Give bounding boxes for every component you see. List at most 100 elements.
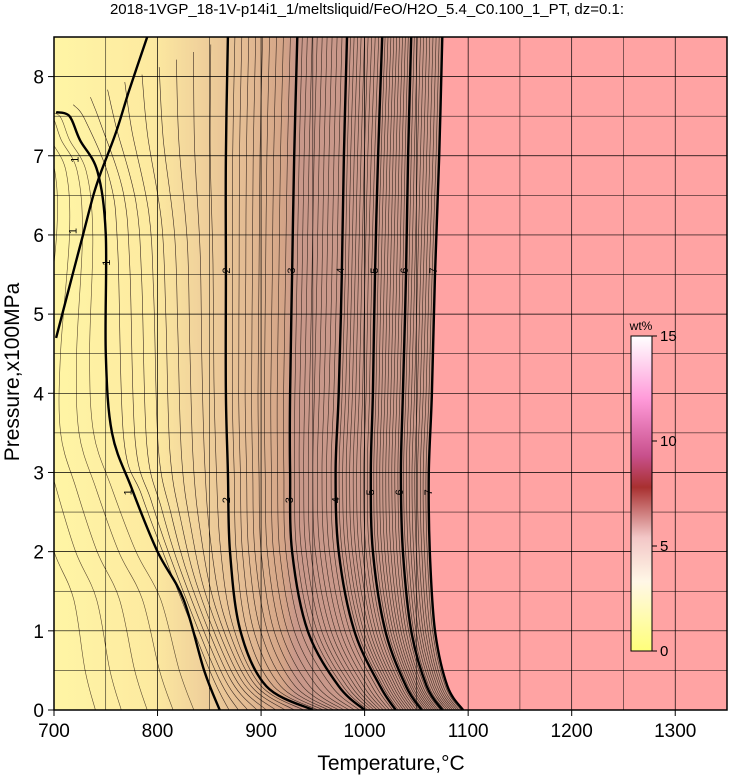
contour-label-text: 5 — [369, 268, 381, 274]
contour-label-text: 1 — [70, 157, 82, 163]
x-tick-label: 1100 — [448, 721, 489, 742]
minor-contour-line — [176, 59, 286, 710]
minor-contour-line — [411, 37, 451, 710]
contour-label: 3 — [284, 497, 296, 503]
contour-level-1 — [55, 111, 221, 710]
contour-label-text: 3 — [284, 497, 296, 503]
minor-contour-line — [326, 37, 390, 710]
contour-labels: 1 1 1 1 2 2 3 3 4 4 5 5 6 6 7 7 — [68, 157, 440, 504]
contour-label: 3 — [286, 268, 298, 274]
chart-title: 2018-1VGP_18-1V-p14i1_1/meltsliquid/FeO/… — [110, 1, 624, 18]
minor-contour-line — [231, 37, 319, 710]
contour-label: 1 — [68, 228, 80, 234]
y-axis-label: Pressure,x100MPa — [1, 282, 24, 461]
contour-label-text: 6 — [399, 268, 411, 274]
minor-contour-line — [356, 37, 412, 710]
y-tick-label: 4 — [33, 384, 44, 405]
minor-contour-line — [107, 89, 248, 710]
x-tick-label: 1200 — [551, 721, 593, 742]
minor-contour-line — [294, 37, 368, 710]
minor-contour-line — [373, 37, 424, 710]
contour-level-7 — [427, 37, 465, 710]
contour-label-text: 1 — [68, 228, 80, 234]
minor-contour-line — [345, 37, 404, 710]
minor-contour-line — [363, 37, 417, 710]
minor-contour-line — [425, 37, 462, 710]
contour-label-text: 3 — [286, 268, 298, 274]
concentration-field — [54, 37, 463, 710]
major-contours — [54, 37, 465, 710]
colorbar-tick-label: 10 — [660, 433, 677, 450]
contour-label: 2 — [221, 497, 233, 503]
contour-label: 7 — [423, 489, 435, 495]
minor-contour-line — [385, 37, 433, 710]
colorbar-ticks: 0 5 10 15 — [652, 328, 677, 660]
minor-contour-line — [270, 37, 350, 710]
minor-contour-line — [359, 37, 415, 710]
y-tick-label: 7 — [33, 147, 44, 168]
minor-contour-line — [54, 166, 122, 710]
minor-contour-line — [342, 37, 402, 710]
minor-contour-line — [366, 37, 420, 710]
minor-contour-line — [141, 74, 267, 710]
minor-contour-line — [251, 37, 334, 710]
x-tick-label: 900 — [245, 721, 277, 742]
x-tick-label: 1300 — [654, 721, 696, 742]
contour-label-text: 6 — [394, 489, 406, 495]
x-axis-label: Temperature,°C — [317, 752, 464, 775]
colorbar-tick-label: 0 — [660, 643, 668, 660]
contour-label: 6 — [399, 268, 411, 274]
contour-label: 7 — [428, 268, 440, 274]
minor-contour-line — [283, 37, 360, 710]
minor-contour-line — [54, 145, 148, 710]
minor-contour-line — [391, 37, 437, 710]
minor-contour-line — [193, 51, 295, 710]
contour-level-3 — [288, 37, 366, 710]
x-tick-label: 1000 — [343, 721, 385, 742]
contour-label: 1 — [70, 157, 82, 163]
contour-level-6 — [399, 37, 444, 710]
minor-contour-line — [307, 37, 378, 710]
x-tick-label: 800 — [142, 721, 174, 742]
contour-label-text: 4 — [335, 268, 347, 274]
minor-contour-line — [379, 37, 429, 710]
contour-label: 5 — [369, 268, 381, 274]
contour-label: 6 — [394, 489, 406, 495]
y-tick-label: 1 — [33, 622, 44, 643]
colorbar-unit: wt% — [629, 319, 653, 333]
minor-contour-line — [422, 37, 460, 710]
contour-label: 5 — [365, 489, 377, 495]
contour-label-text: 5 — [365, 489, 377, 495]
colorbar: wt% 0 5 10 15 — [629, 319, 677, 660]
contour-label: 1 — [101, 260, 113, 266]
contour-level-5 — [369, 37, 423, 710]
minor-contour-line — [321, 37, 387, 710]
colorbar-tick-label: 5 — [660, 538, 668, 555]
contour-label-text: 7 — [423, 489, 435, 495]
minor-contour-line — [276, 37, 355, 710]
minor-contour-line — [244, 37, 329, 710]
y-tick-label: 3 — [33, 463, 44, 484]
y-tick-label: 2 — [33, 543, 44, 564]
plot-frame — [53, 36, 728, 711]
contour-label-text: 4 — [331, 497, 343, 503]
x-tick-label: 700 — [38, 721, 70, 742]
contour-label-text: 1 — [123, 489, 135, 495]
minor-contour-line — [420, 37, 458, 710]
minor-contour-line — [257, 37, 339, 710]
minor-contour-line — [330, 37, 393, 710]
minor-contour-line — [317, 37, 384, 710]
contour-label-text: 7 — [428, 268, 440, 274]
minor-contour-line — [298, 37, 372, 710]
y-tick-label: 6 — [33, 226, 44, 247]
y-axis-ticks: 0 1 2 3 4 5 6 7 8 — [33, 68, 54, 722]
minor-contour-line — [414, 37, 453, 710]
contour-label: 4 — [335, 268, 347, 274]
contour-label: 2 — [221, 268, 233, 274]
minor-contour-line — [54, 550, 96, 710]
grid-lines — [54, 37, 727, 710]
minor-contour-line — [406, 37, 447, 710]
y-tick-label: 8 — [33, 68, 44, 89]
contour-level-4 — [334, 37, 397, 710]
